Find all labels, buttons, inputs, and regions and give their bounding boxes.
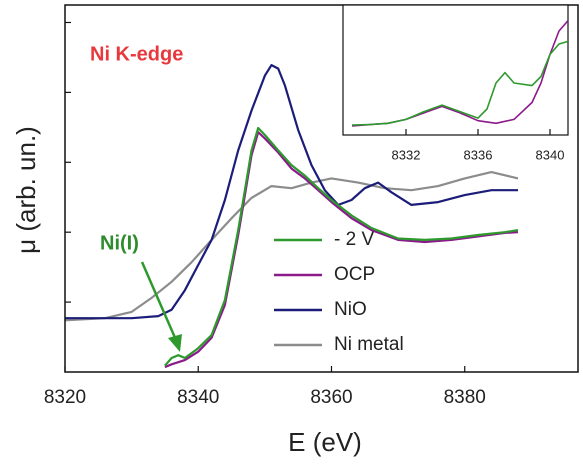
plot-frame xyxy=(64,4,579,373)
annotation: Ni(I) xyxy=(100,232,139,254)
x-tick-label: 8380 xyxy=(444,387,486,408)
inset-frame xyxy=(342,4,569,136)
x-tick-label: 8340 xyxy=(536,147,565,162)
x-tick-label: 8360 xyxy=(310,387,352,408)
annotation-arrowhead xyxy=(168,334,182,352)
series-line xyxy=(164,131,519,369)
annotation: Ni K-edge xyxy=(90,43,183,65)
x-axis-label: E (eV) xyxy=(288,427,362,457)
legend-label: NiO xyxy=(334,299,367,320)
x-tick-label: 8332 xyxy=(392,147,421,162)
legend-label: - 2 V xyxy=(334,229,374,250)
x-tick-label: 8336 xyxy=(464,147,493,162)
series-line xyxy=(164,126,519,367)
x-tick-label: 8320 xyxy=(44,387,86,408)
series-line xyxy=(351,40,569,126)
series-line xyxy=(65,63,518,320)
legend-label: OCP xyxy=(334,264,375,285)
y-axis-label: μ (arb. un.) xyxy=(11,126,41,254)
inset-plot: 8332 8336 8340 xyxy=(351,20,569,162)
annotation-arrow xyxy=(140,261,178,341)
main-plot: 8320 8340 8360 8380 - 2 V OCP NiO Ni metal xyxy=(44,21,519,408)
legend-label: Ni metal xyxy=(334,334,404,355)
x-tick-label: 8340 xyxy=(177,387,219,408)
series-line xyxy=(64,171,519,322)
